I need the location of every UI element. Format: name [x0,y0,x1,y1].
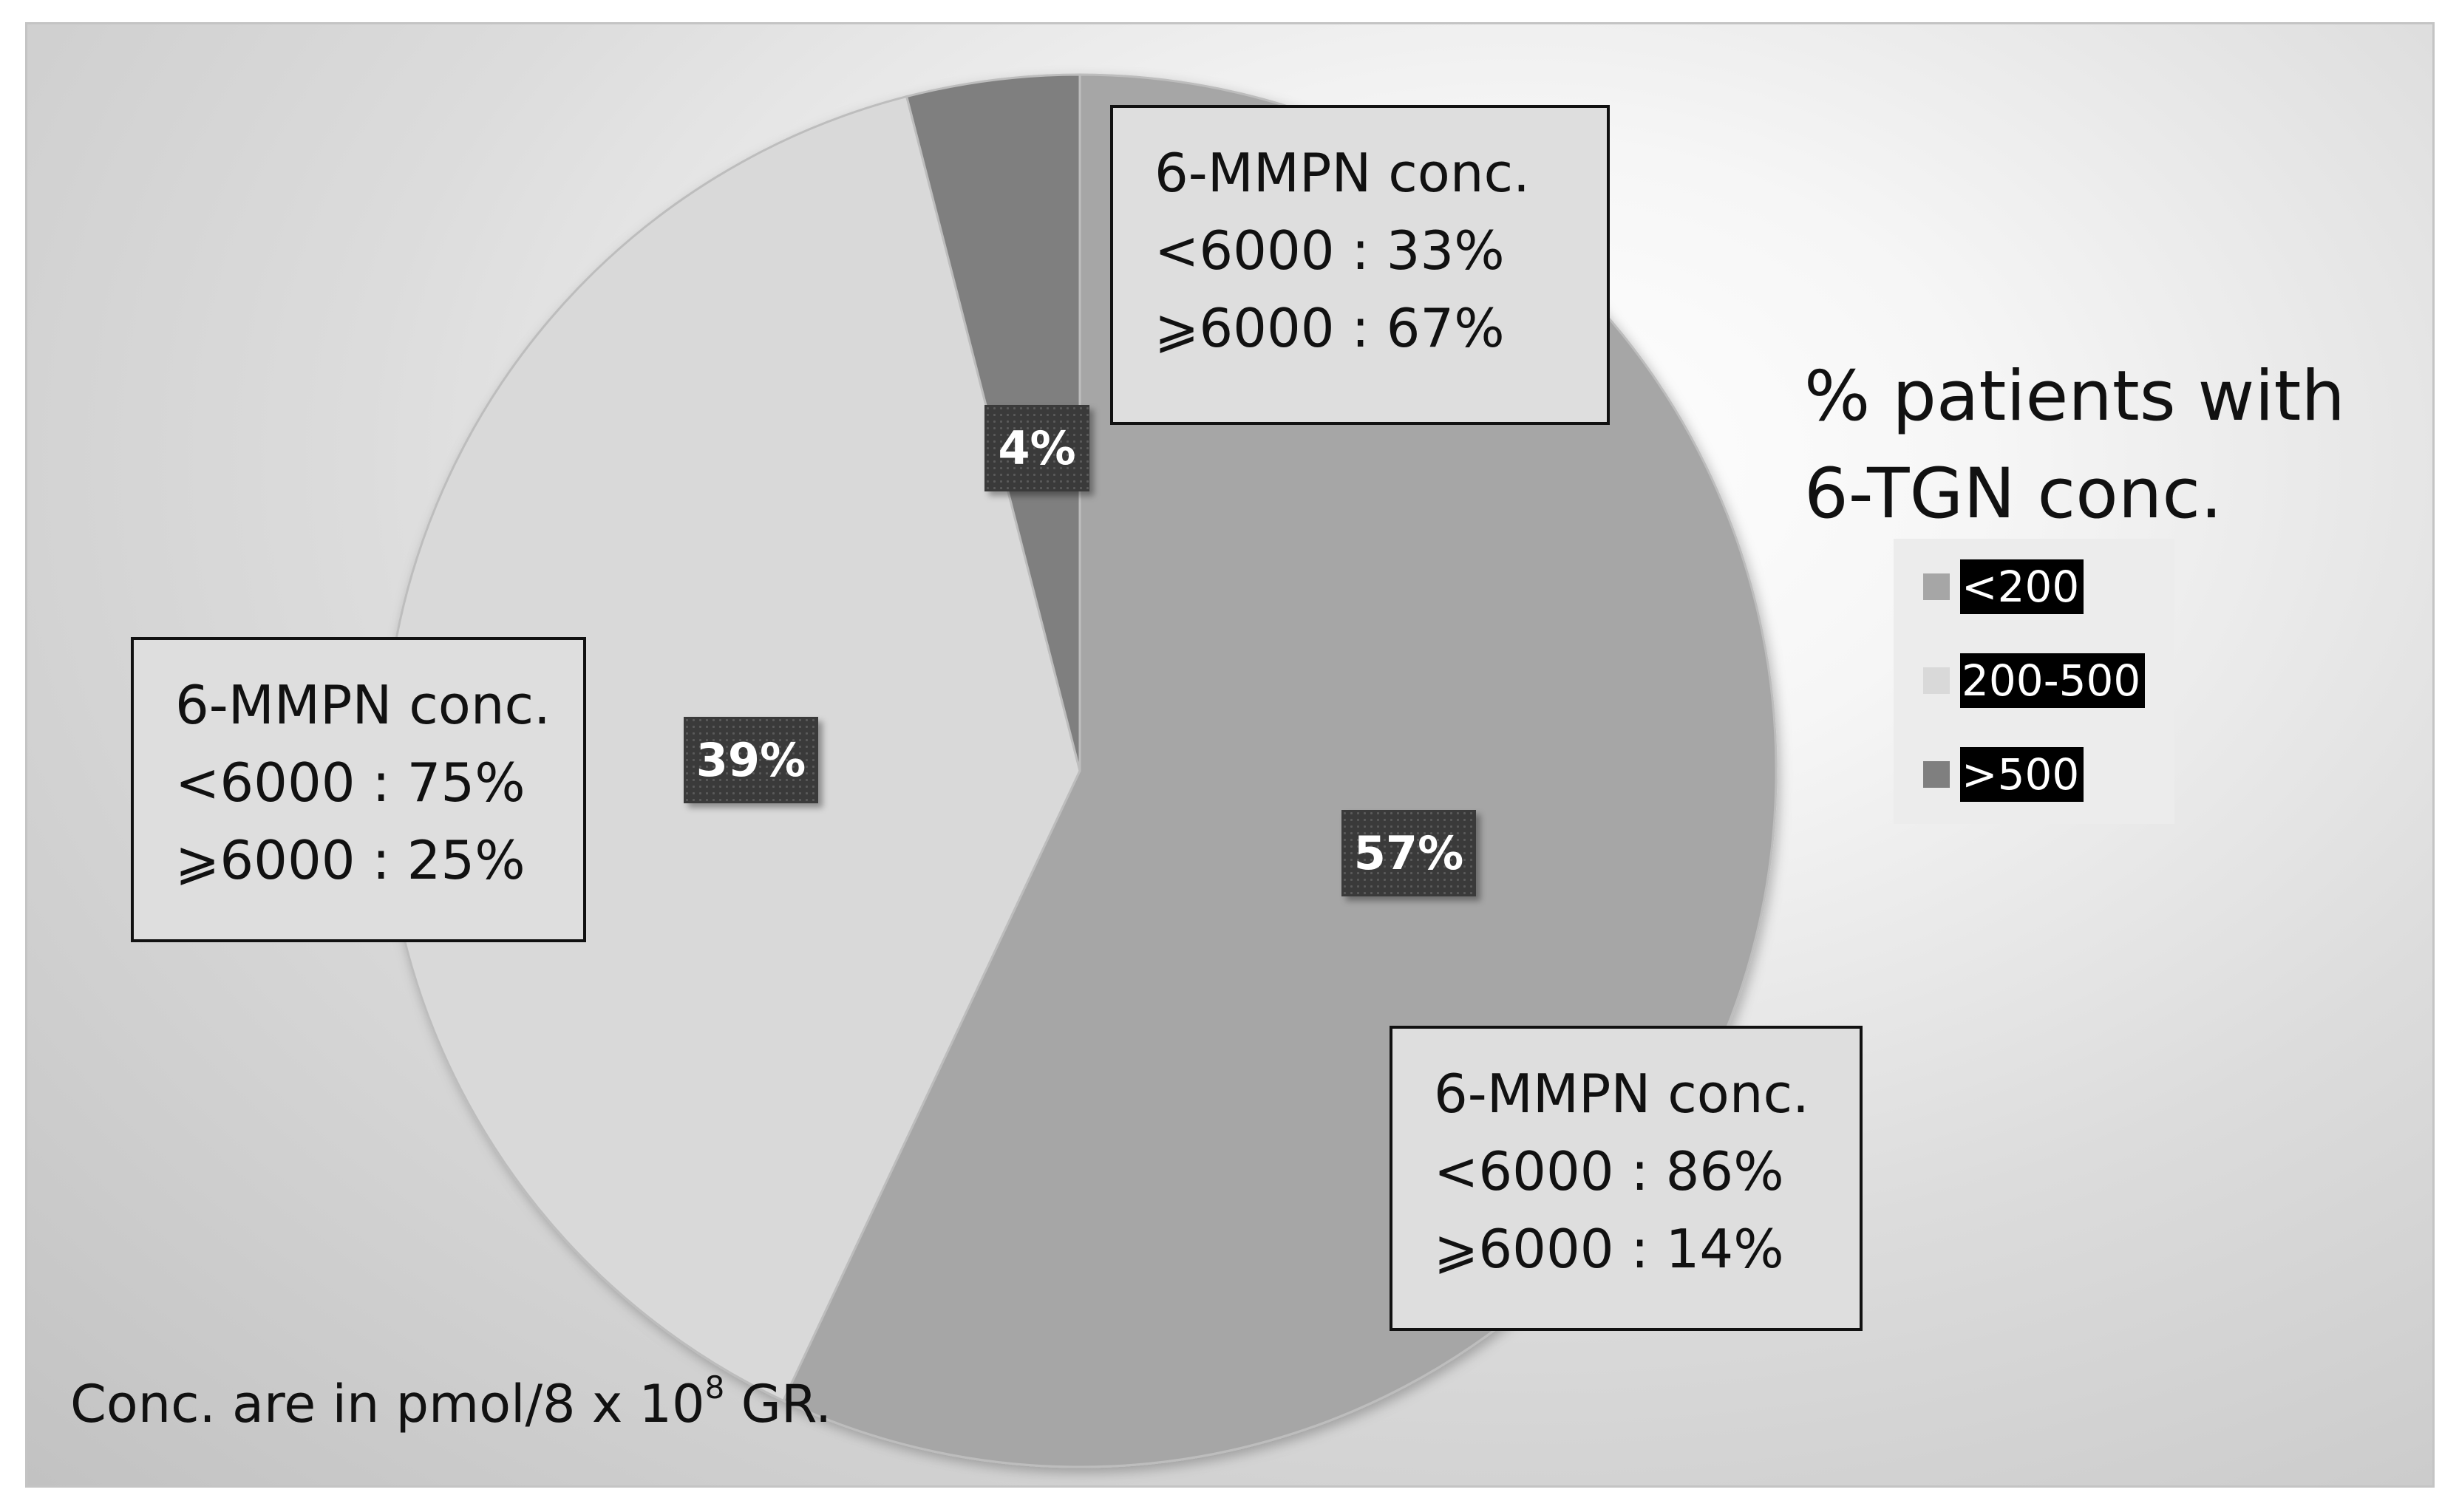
legend-item-200-500: 200-500 [1923,653,2146,708]
data-label-gt500: 4% [984,405,1089,491]
annotation-line: ⩾6000 : 25% [175,829,526,891]
legend-title-line: 6-TGN conc. [1804,454,2222,534]
legend-title-line: % patients with [1804,356,2345,437]
annotation-line: ⩾6000 : 14% [1434,1218,1784,1280]
annotation-box-gt500: 6-MMPN conc. <6000 : 33% ⩾6000 : 67% [1110,105,1610,425]
data-label-200-500: 39% [684,717,818,803]
footnote-text: Conc. are in pmol/8 x 10 [70,1374,705,1434]
annotation-box-lt200: 6-MMPN conc. <6000 : 86% ⩾6000 : 14% [1390,1026,1863,1331]
legend-label: 200-500 [1960,653,2146,708]
annotation-line: <6000 : 86% [1434,1140,1784,1202]
chart-frame: 57% 39% 4% 6-MMPN conc. <6000 : 33% ⩾600… [25,22,2435,1488]
legend-title: % patients with 6-TGN conc. [1804,348,2345,543]
legend-label: >500 [1960,747,2084,802]
footnote-suffix: GR. [724,1374,832,1434]
legend-swatch [1923,667,1950,694]
legend-item-gt500: >500 [1923,747,2084,802]
annotation-line: 6-MMPN conc. [1434,1063,1809,1125]
annotation-line: 6-MMPN conc. [175,674,551,736]
legend-item-lt200: <200 [1923,559,2084,614]
legend: <200 200-500 >500 [1894,539,2174,824]
legend-label: <200 [1960,559,2084,614]
annotation-line: ⩾6000 : 67% [1154,297,1505,359]
annotation-line: <6000 : 33% [1154,219,1505,282]
footnote: Conc. are in pmol/8 x 108 GR. [70,1369,831,1434]
footnote-superscript: 8 [704,1369,725,1406]
annotation-line: <6000 : 75% [175,752,526,814]
data-label-lt200: 57% [1341,810,1476,896]
annotation-line: 6-MMPN conc. [1154,142,1530,204]
legend-swatch [1923,761,1950,788]
annotation-box-200-500: 6-MMPN conc. <6000 : 75% ⩾6000 : 25% [131,637,586,942]
legend-swatch [1923,573,1950,600]
